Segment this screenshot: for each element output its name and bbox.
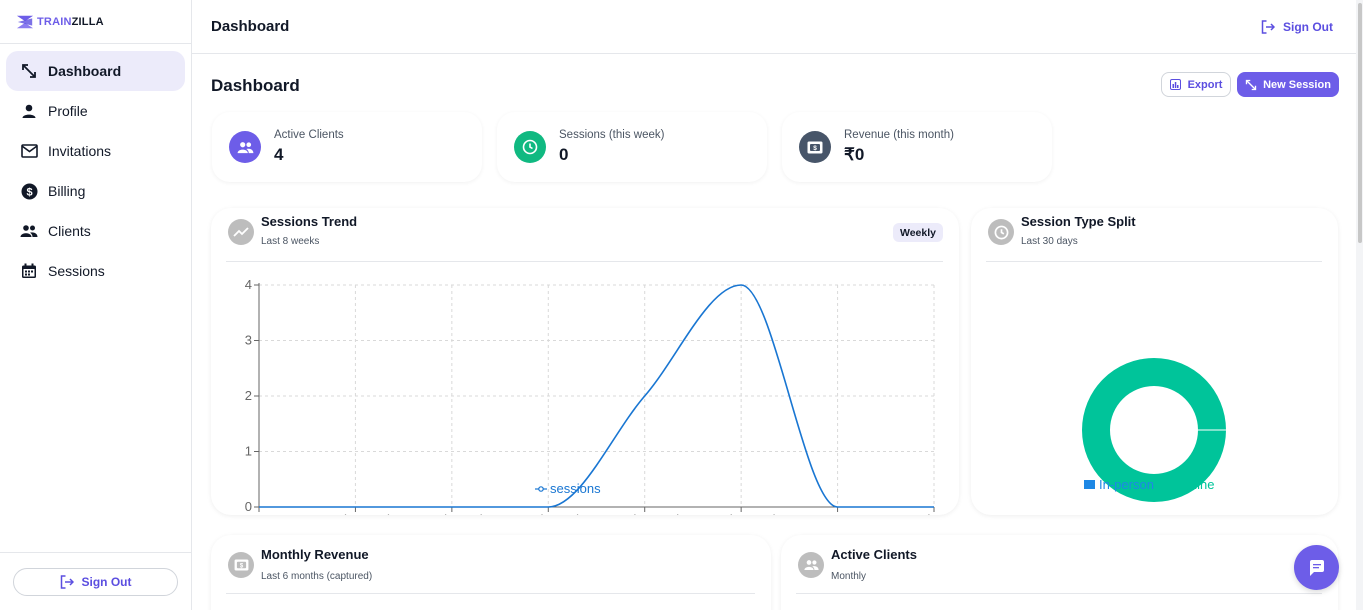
mail-icon xyxy=(20,142,38,160)
trainzilla-logo-icon xyxy=(16,15,34,28)
legend-swatch-online xyxy=(1161,480,1173,489)
legend-marker xyxy=(535,485,547,492)
sidebar: TRAINZILLA Dashboard Profile Invitations… xyxy=(0,0,192,610)
brand-name: TRAINZILLA xyxy=(37,15,104,28)
card-title: Session Type Split xyxy=(1021,214,1136,229)
stat-revenue-month: $ Revenue (this month) ₹0 xyxy=(782,112,1052,182)
sidebar-item-clients[interactable]: Clients xyxy=(6,211,185,251)
arrows-diagonal-icon xyxy=(20,62,38,80)
sidebar-sign-out-button[interactable]: Sign Out xyxy=(13,567,178,596)
x-tick-label: W4 (Dec 8) xyxy=(515,512,581,515)
sidebar-item-label: Profile xyxy=(48,103,88,119)
svg-text:$: $ xyxy=(239,563,243,569)
clock-icon xyxy=(988,219,1014,245)
sign-out-icon xyxy=(60,574,74,589)
svg-text:$: $ xyxy=(26,186,32,198)
stat-value: 4 xyxy=(274,145,284,164)
pie-slice-online[interactable] xyxy=(1082,358,1226,502)
stat-active-clients: Active Clients 4 xyxy=(212,112,482,182)
page-title: Dashboard xyxy=(211,76,300,95)
people-icon xyxy=(229,131,261,163)
stat-label: Active Clients xyxy=(274,129,344,141)
monthly-revenue-card: $ Monthly Revenue Last 6 months (capture… xyxy=(211,535,771,610)
chart-icon xyxy=(1169,79,1181,90)
brand[interactable]: TRAINZILLA xyxy=(0,0,191,44)
y-tick-label: 4 xyxy=(245,277,252,292)
card-header: Active Clients Monthly xyxy=(796,535,1322,594)
x-tick-label: W8 (Jan 5) xyxy=(902,512,959,515)
session-split-card: Session Type Split Last 30 days xyxy=(971,208,1338,515)
people-icon xyxy=(798,552,824,578)
top-bar: Dashboard Sign Out xyxy=(192,0,1363,54)
money-icon: $ xyxy=(228,552,254,578)
sidebar-item-label: Clients xyxy=(48,223,91,239)
sidebar-item-label: Invitations xyxy=(48,143,112,159)
export-button[interactable]: Export xyxy=(1161,72,1231,97)
scrollbar-track[interactable] xyxy=(1356,0,1363,610)
scrollbar-thumb[interactable] xyxy=(1358,3,1362,243)
x-tick-label: W6 (Dec 22) xyxy=(705,512,778,515)
sidebar-item-label: Dashboard xyxy=(48,63,122,79)
card-subtitle: Last 6 months (captured) xyxy=(261,571,373,582)
sidebar-nav: Dashboard Profile Invitations $ Billing … xyxy=(0,44,191,298)
split-legend[interactable]: In-person Online xyxy=(1084,477,1215,492)
x-tick-label: W5 (Dec 15) xyxy=(608,512,681,515)
dollar-icon: $ xyxy=(20,182,38,200)
session-split-chart xyxy=(1082,358,1226,502)
stat-value: ₹0 xyxy=(844,145,865,164)
stat-label: Revenue (this month) xyxy=(844,129,954,141)
series-line-sessions xyxy=(259,284,934,508)
sidebar-item-label: Billing xyxy=(48,183,86,199)
card-subtitle: Last 8 weeks xyxy=(261,236,320,247)
card-subtitle: Last 30 days xyxy=(1021,236,1078,247)
clock-icon xyxy=(514,131,546,163)
y-tick-label: 1 xyxy=(245,444,252,459)
x-tick-label: W2 (Nov 24) xyxy=(319,512,392,515)
sidebar-item-profile[interactable]: Profile xyxy=(6,91,185,131)
y-tick-label: 3 xyxy=(245,333,252,348)
arrows-diagonal-icon xyxy=(1245,79,1257,90)
person-icon xyxy=(20,102,38,120)
sidebar-item-billing[interactable]: $ Billing xyxy=(6,171,185,211)
stat-sessions-week: Sessions (this week) 0 xyxy=(497,112,767,182)
top-sign-out-button[interactable]: Sign Out xyxy=(1261,20,1333,34)
trending-up-icon xyxy=(228,219,254,245)
chat-icon xyxy=(1309,559,1324,576)
y-tick-label: 0 xyxy=(245,499,252,514)
card-header: Sessions Trend Last 8 weeks Weekly xyxy=(226,208,943,262)
sidebar-footer: Sign Out xyxy=(0,552,191,610)
sidebar-item-label: Sessions xyxy=(48,263,105,279)
legend-label-online: Online xyxy=(1176,477,1215,492)
card-title: Monthly Revenue xyxy=(261,547,369,562)
card-title: Sessions Trend xyxy=(261,214,358,229)
chat-button[interactable] xyxy=(1294,545,1339,590)
money-icon: $ xyxy=(799,131,831,163)
people-icon xyxy=(20,222,38,240)
card-header: Session Type Split Last 30 days xyxy=(986,208,1322,262)
card-header: $ Monthly Revenue Last 6 months (capture… xyxy=(226,535,755,594)
topbar-title: Dashboard xyxy=(211,18,290,35)
active-clients-card: Active Clients Monthly xyxy=(781,535,1338,610)
sidebar-item-invitations[interactable]: Invitations xyxy=(6,131,185,171)
sessions-trend-card: Sessions Trend Last 8 weeks Weekly 0 1 2 3 4… xyxy=(211,208,959,515)
main-content: Dashboard Export New Session Active Clie… xyxy=(192,54,1363,610)
legend-swatch-in-person xyxy=(1084,480,1095,489)
legend-label-in-person: In-person xyxy=(1099,477,1154,492)
sign-out-icon xyxy=(1261,19,1275,34)
svg-text:$: $ xyxy=(813,145,817,152)
new-session-button[interactable]: New Session xyxy=(1237,72,1339,97)
calendar-icon xyxy=(20,262,38,280)
card-title: Active Clients xyxy=(831,547,917,562)
sessions-trend-chart: 0 1 2 3 4 W2 (Nov 24) W3 (Dec 1) W4 (Dec 8) W5 (… xyxy=(245,277,959,515)
x-tick-label: W3 (Dec 1) xyxy=(419,512,485,515)
stat-value: 0 xyxy=(559,145,569,164)
y-tick-label: 2 xyxy=(245,388,252,403)
sidebar-item-sessions[interactable]: Sessions xyxy=(6,251,185,291)
sidebar-item-dashboard[interactable]: Dashboard xyxy=(6,51,185,91)
card-subtitle: Monthly xyxy=(831,571,867,582)
stat-label: Sessions (this week) xyxy=(559,129,665,141)
sessions-legend[interactable]: sessions xyxy=(535,481,601,496)
weekly-badge[interactable]: Weekly xyxy=(893,223,943,242)
